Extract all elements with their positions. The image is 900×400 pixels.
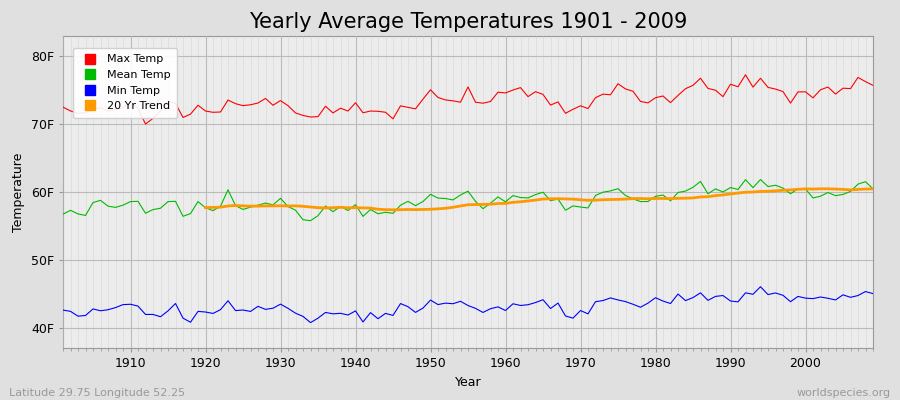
- Title: Yearly Average Temperatures 1901 - 2009: Yearly Average Temperatures 1901 - 2009: [248, 12, 688, 32]
- X-axis label: Year: Year: [454, 376, 482, 388]
- Text: worldspecies.org: worldspecies.org: [796, 388, 891, 398]
- Y-axis label: Temperature: Temperature: [13, 152, 25, 232]
- Text: Latitude 29.75 Longitude 52.25: Latitude 29.75 Longitude 52.25: [9, 388, 185, 398]
- Legend: Max Temp, Mean Temp, Min Temp, 20 Yr Trend: Max Temp, Mean Temp, Min Temp, 20 Yr Tre…: [73, 48, 177, 118]
